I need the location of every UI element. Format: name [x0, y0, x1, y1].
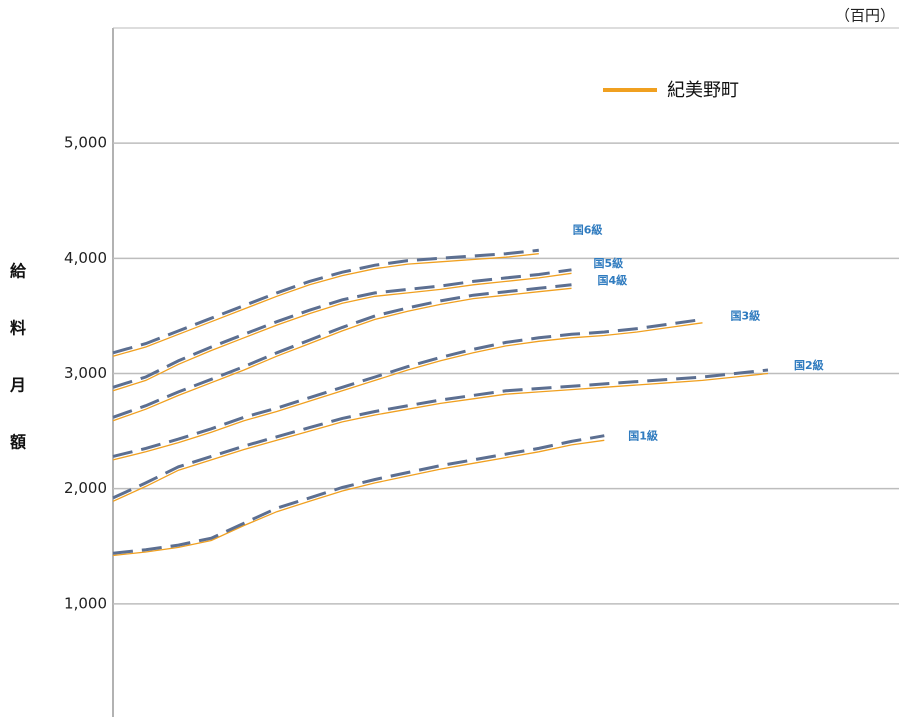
series-label: 国5級 — [594, 256, 624, 270]
series-line — [112, 317, 703, 458]
legend-label: 紀美野町 — [667, 80, 739, 101]
series-line — [112, 283, 572, 419]
series-label: 国1級 — [628, 429, 658, 443]
y-axis-label: 料 — [10, 319, 26, 338]
series-line — [112, 268, 572, 389]
town-line — [112, 372, 769, 502]
series-label: 国3級 — [731, 308, 761, 322]
y-tick-label: 3,000 — [64, 364, 107, 382]
town-line — [112, 287, 572, 422]
series-label: 国4級 — [598, 273, 628, 287]
town-line — [112, 439, 605, 557]
series-line — [112, 248, 539, 355]
town-line — [112, 253, 539, 357]
series-label: 国2級 — [794, 358, 824, 372]
series-line — [112, 434, 605, 555]
unit-label: （百円） — [835, 7, 895, 25]
y-axis-label: 月 — [9, 376, 26, 395]
y-tick-label: 2,000 — [64, 479, 107, 497]
town-line — [112, 272, 572, 392]
y-axis-label: 給 — [10, 262, 27, 281]
y-tick-label: 1,000 — [64, 594, 107, 612]
y-axis-label: 額 — [9, 433, 26, 452]
town-line — [112, 322, 703, 461]
y-tick-label: 4,000 — [64, 249, 107, 267]
y-tick-label: 5,000 — [64, 134, 107, 152]
series-label: 国6級 — [573, 222, 603, 236]
series-line — [112, 368, 769, 500]
